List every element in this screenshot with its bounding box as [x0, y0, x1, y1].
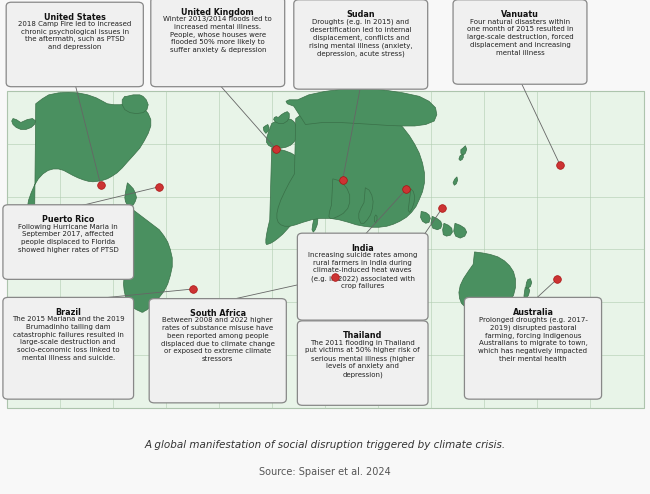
Polygon shape: [408, 189, 415, 212]
FancyBboxPatch shape: [150, 298, 286, 403]
Text: Increasing suicide rates among
rural farmers in India during
climate-induced hea: Increasing suicide rates among rural far…: [308, 252, 417, 289]
Text: Winter 2013/2014 floods led to
increased mental illness.
People, whose houses we: Winter 2013/2014 floods led to increased…: [163, 16, 272, 53]
Polygon shape: [312, 216, 318, 232]
FancyBboxPatch shape: [453, 0, 587, 84]
Polygon shape: [266, 148, 308, 245]
Polygon shape: [124, 206, 172, 312]
Text: Thailand: Thailand: [343, 331, 382, 340]
Text: Prolonged droughts (e.g. 2017-
2019) disrupted pastoral
farming, forcing Indigen: Prolonged droughts (e.g. 2017- 2019) dis…: [478, 316, 588, 362]
Text: Puerto Rico: Puerto Rico: [42, 215, 94, 224]
Polygon shape: [277, 102, 424, 227]
Polygon shape: [122, 95, 148, 114]
Text: Vanuatu: Vanuatu: [501, 10, 539, 19]
Polygon shape: [12, 119, 36, 129]
Polygon shape: [459, 154, 463, 161]
FancyBboxPatch shape: [151, 0, 285, 87]
Text: Australia: Australia: [512, 308, 554, 317]
Polygon shape: [266, 119, 298, 148]
Polygon shape: [286, 89, 437, 126]
Polygon shape: [263, 124, 269, 133]
Text: Between 2008 and 2022 higher
rates of substance misuse have
been reported among : Between 2008 and 2022 higher rates of su…: [161, 318, 275, 362]
Polygon shape: [421, 211, 430, 223]
FancyBboxPatch shape: [294, 0, 428, 89]
Text: Four natural disasters within
one month of 2015 resulted in
large-scale destruct: Four natural disasters within one month …: [467, 19, 573, 55]
Text: A global manifestation of social disruption triggered by climate crisis.: A global manifestation of social disrupt…: [144, 440, 506, 450]
Polygon shape: [274, 112, 289, 124]
Text: India: India: [352, 244, 374, 252]
Polygon shape: [125, 183, 136, 206]
FancyBboxPatch shape: [3, 297, 134, 399]
Text: Droughts (e.g. in 2015) and
desertification led to internal
displacement, confli: Droughts (e.g. in 2015) and desertificat…: [309, 19, 413, 57]
Polygon shape: [453, 177, 458, 185]
FancyBboxPatch shape: [298, 233, 428, 320]
FancyBboxPatch shape: [6, 91, 644, 408]
Text: United Kingdom: United Kingdom: [181, 8, 254, 17]
Polygon shape: [431, 216, 442, 230]
Text: South Africa: South Africa: [190, 309, 246, 318]
Text: Brazil: Brazil: [55, 308, 81, 317]
Polygon shape: [374, 215, 377, 223]
Polygon shape: [359, 188, 373, 223]
Polygon shape: [526, 279, 532, 288]
Text: The 2011 flooding in Thailand
put victims at 50% higher risk of
serious mental i: The 2011 flooding in Thailand put victim…: [306, 340, 420, 377]
FancyBboxPatch shape: [6, 2, 144, 87]
Text: Source: Spaiser et al. 2024: Source: Spaiser et al. 2024: [259, 467, 391, 477]
Polygon shape: [524, 287, 530, 298]
FancyBboxPatch shape: [464, 297, 602, 399]
FancyBboxPatch shape: [298, 321, 428, 405]
Text: The 2015 Mariana and the 2019
Brumadinho tailing dam
catastrophic failures resul: The 2015 Mariana and the 2019 Brumadinho…: [12, 316, 125, 361]
Polygon shape: [488, 315, 495, 322]
Text: United States: United States: [44, 13, 106, 22]
Text: Sudan: Sudan: [346, 10, 375, 19]
Polygon shape: [443, 223, 452, 236]
Polygon shape: [459, 252, 515, 310]
FancyBboxPatch shape: [3, 205, 134, 280]
Text: 2018 Camp Fire led to increased
chronic psychological issues in
the aftermath, s: 2018 Camp Fire led to increased chronic …: [18, 21, 131, 50]
Polygon shape: [27, 92, 151, 232]
Text: Following Hurricane Maria in
September 2017, affected
people displaced to Florid: Following Hurricane Maria in September 2…: [18, 223, 118, 253]
Polygon shape: [454, 223, 467, 238]
Polygon shape: [461, 146, 467, 156]
Polygon shape: [329, 179, 350, 218]
